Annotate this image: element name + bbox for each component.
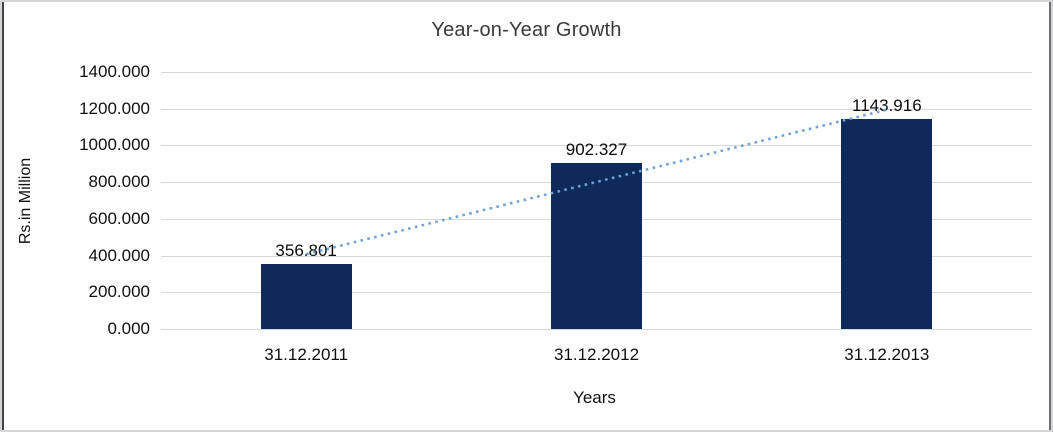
x-tick-label: 31.12.2011 — [264, 345, 349, 364]
chart-title: Year-on-Year Growth — [431, 19, 622, 41]
bar-value-label: 1143.916 — [852, 96, 922, 115]
x-tick-label: 31.12.2012 — [553, 345, 640, 364]
y-tick-label: 1400.000 — [79, 62, 150, 81]
y-axis-title: Rs.in Million — [17, 157, 34, 245]
bar — [841, 119, 933, 329]
bar-value-label: 356.801 — [275, 240, 337, 260]
gridline — [161, 72, 1032, 73]
y-tick-label: 400.000 — [88, 245, 150, 265]
y-tick-label: 600.000 — [88, 208, 150, 228]
gridline — [161, 329, 1032, 330]
bar — [260, 263, 352, 329]
y-tick-label: 800.000 — [88, 172, 150, 192]
y-tick-label: 1200.000 — [79, 98, 150, 118]
bar-value-label: 902.327 — [565, 140, 628, 160]
bar — [551, 163, 642, 329]
y-tick-label: 1000.000 — [79, 135, 150, 155]
x-tick-label: 31.12.2013 — [844, 345, 930, 364]
y-tick-label: 200.000 — [88, 282, 150, 302]
y-tick-label: 0.000 — [107, 319, 150, 338]
x-axis-title: Years — [573, 388, 616, 407]
